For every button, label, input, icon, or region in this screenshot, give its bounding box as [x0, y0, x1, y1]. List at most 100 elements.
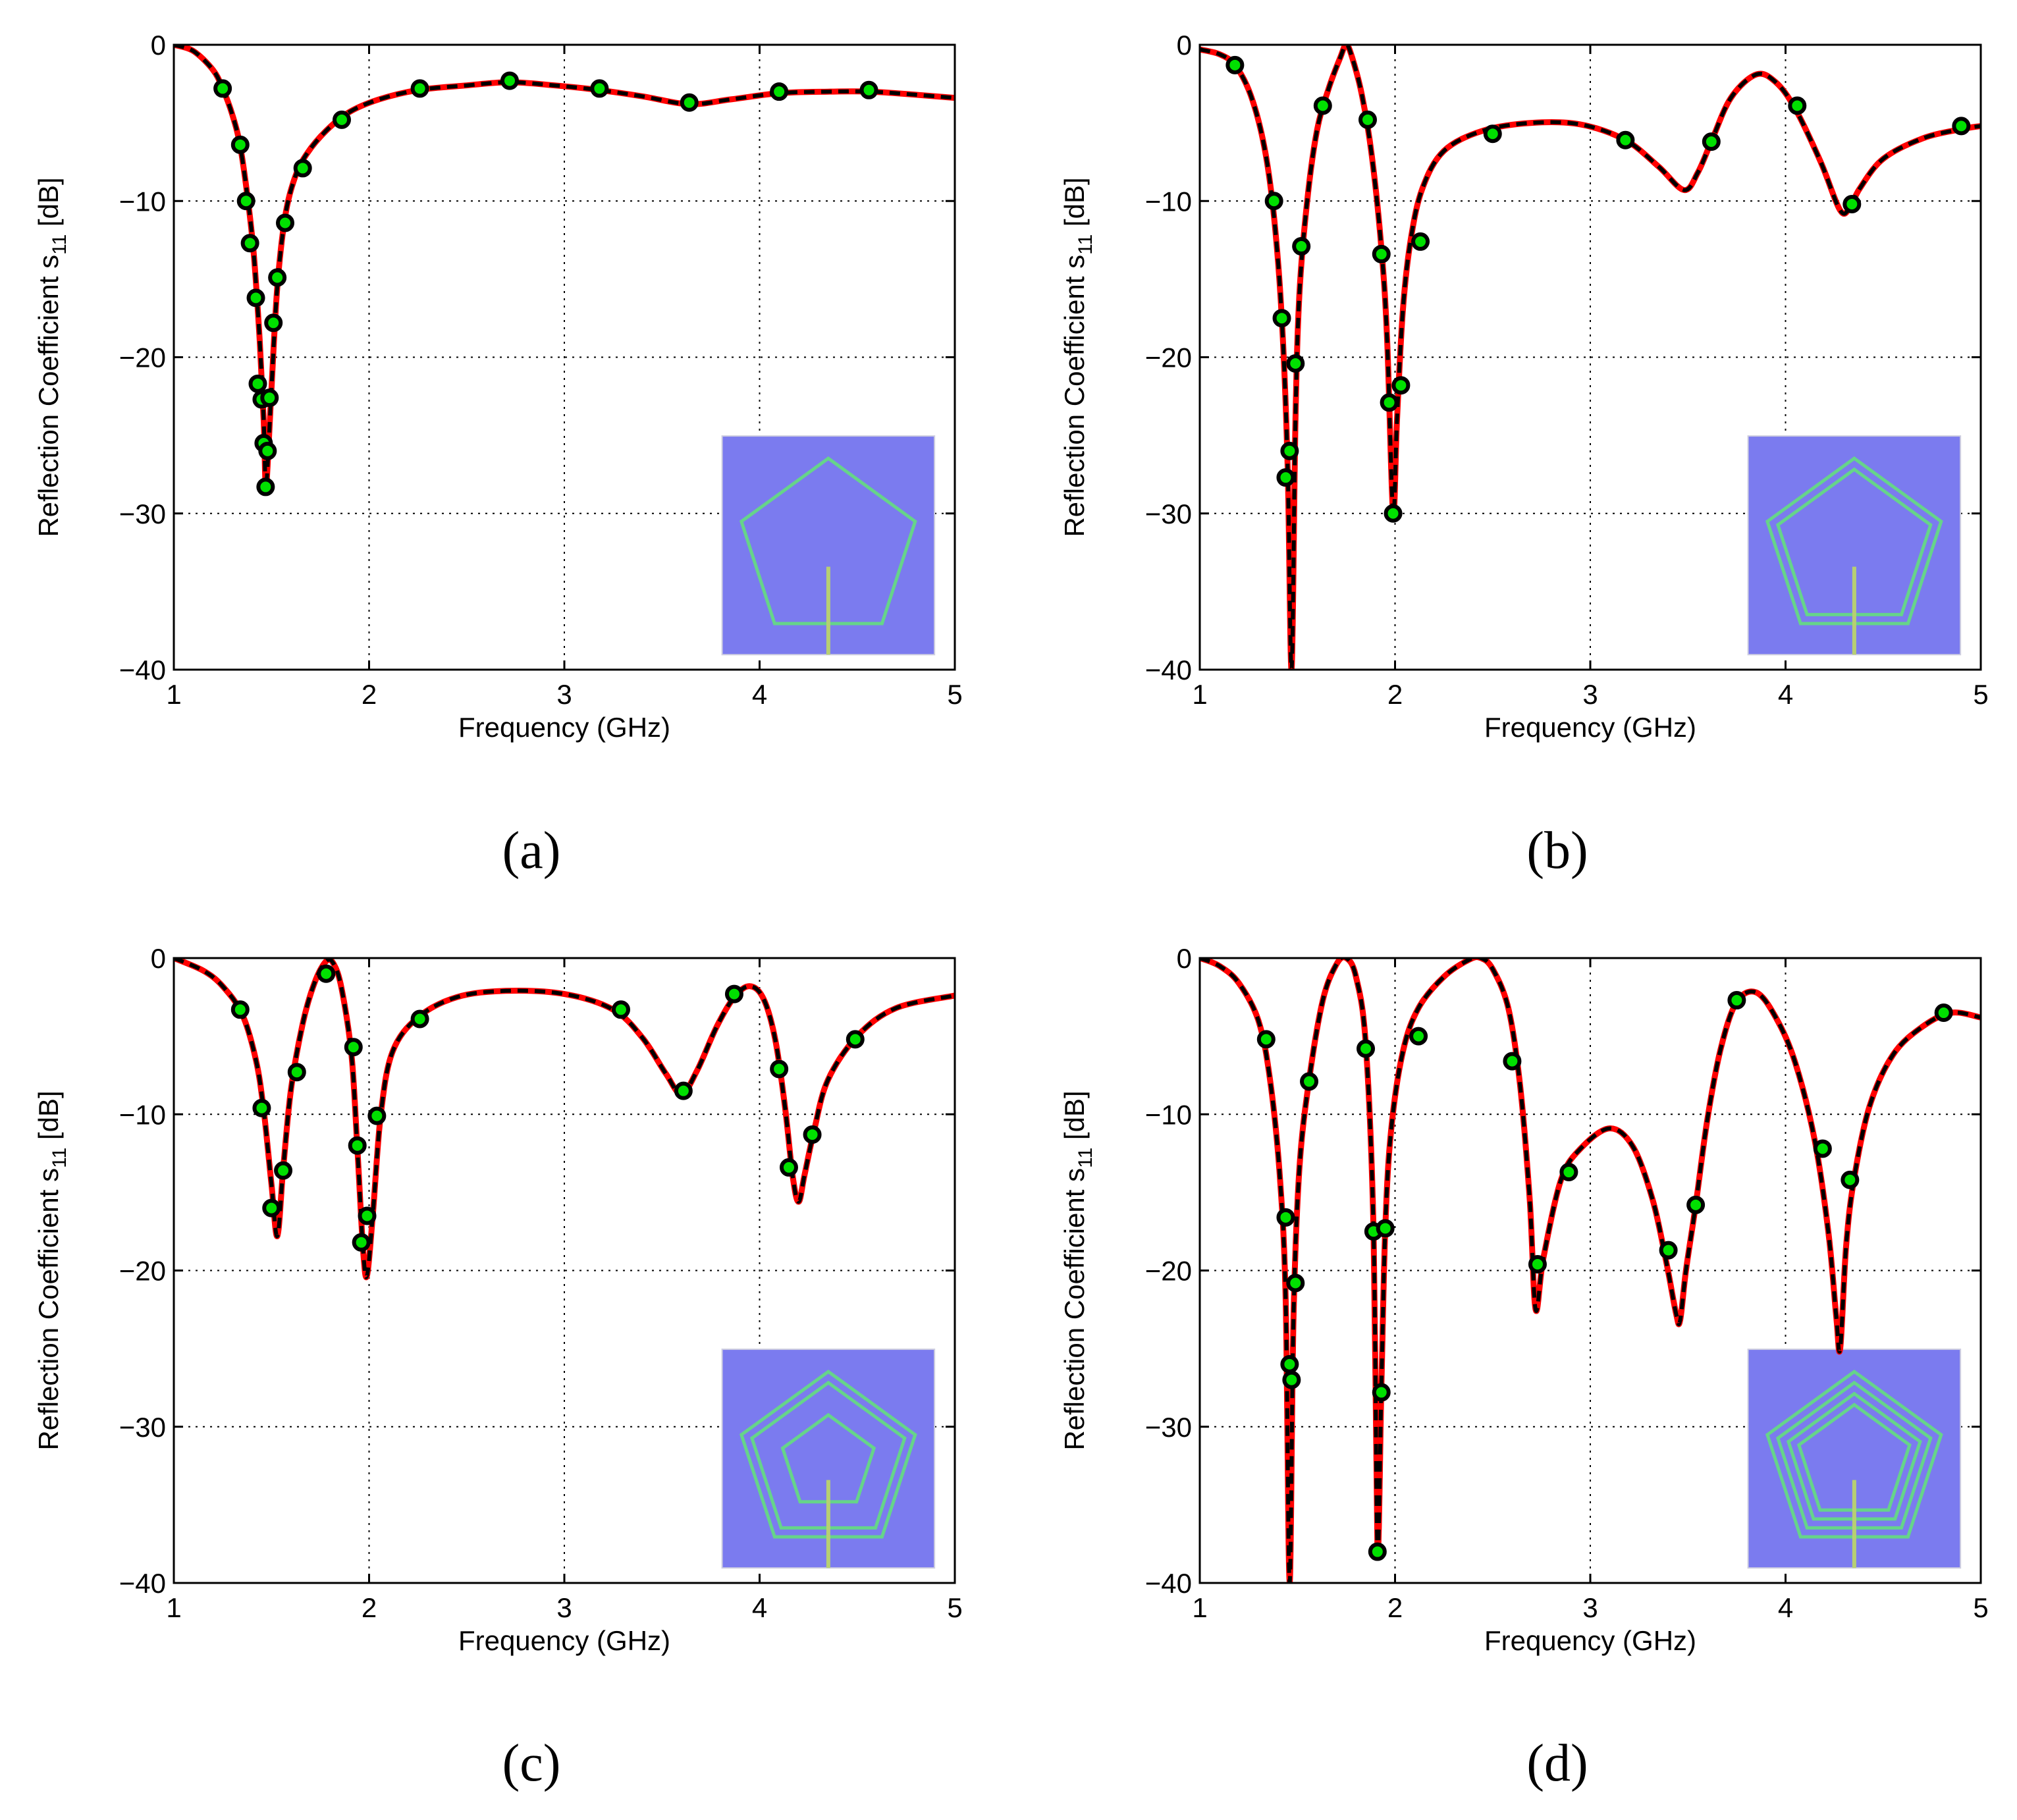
antenna-inset [1747, 1349, 1962, 1569]
data-point [348, 1136, 367, 1155]
y-axis-label: Reflection Coefficient s11 [dB] [1059, 177, 1096, 537]
data-point [590, 79, 609, 98]
y-tick-label: −20 [119, 342, 166, 373]
series-line-model [174, 958, 955, 1279]
data-point [1813, 1139, 1832, 1158]
y-tick-label: −20 [1145, 1256, 1192, 1287]
data-point [859, 80, 878, 99]
y-axis-label-main: Reflection Coefficient s [1059, 255, 1090, 537]
x-tick-label: 5 [947, 679, 962, 710]
y-tick-label: −40 [119, 1568, 166, 1599]
data-point [1411, 232, 1430, 251]
data-point [1380, 393, 1399, 412]
x-tick-label: 4 [752, 1592, 767, 1623]
y-tick-label: −20 [1145, 342, 1192, 373]
data-point [1368, 1542, 1387, 1561]
y-tick-label: −10 [1145, 186, 1192, 217]
data-point [1659, 1241, 1678, 1260]
x-axis-label: Frequency (GHz) [1484, 712, 1696, 743]
data-point [274, 1161, 293, 1180]
x-axis-label: Frequency (GHz) [1484, 1625, 1696, 1656]
x-tick-label: 2 [362, 1592, 377, 1623]
data-point [240, 234, 259, 253]
antenna-inset [721, 435, 936, 656]
data-point [779, 1158, 798, 1177]
data-point [1292, 237, 1311, 256]
series-line-model [1200, 958, 1981, 1583]
data-point [352, 1233, 371, 1252]
y-axis-label-main: Reflection Coefficient s [33, 1168, 64, 1451]
y-axis-label-unit: [dB] [1059, 177, 1090, 234]
data-point [1372, 1383, 1391, 1402]
x-tick-label: 5 [1973, 679, 1988, 710]
y-tick-label: 0 [1177, 30, 1192, 61]
panel-d: 1 2 3 4 5 0 −10 −20 −30 −40 Frequency (GHz) Reflect… [1059, 943, 1989, 1792]
y-tick-label: 0 [151, 943, 166, 974]
data-point [1559, 1163, 1578, 1182]
data-point [1384, 504, 1403, 523]
data-point [332, 110, 351, 129]
data-point [213, 79, 232, 98]
data-point [276, 213, 295, 232]
data-point [1357, 1039, 1376, 1058]
data-point [680, 93, 699, 112]
y-tick-label: 0 [1177, 943, 1192, 974]
y-axis-label-subscript: 11 [1075, 1148, 1096, 1168]
x-tick-label: 3 [556, 1592, 572, 1623]
data-point [500, 71, 519, 90]
data-point [410, 79, 429, 98]
x-tick-label: 5 [1973, 1592, 1988, 1623]
data-point [1727, 991, 1746, 1010]
y-axis-label: Reflection Coefficient s11 [dB] [1059, 1090, 1096, 1450]
data-point [287, 1063, 306, 1082]
data-point [1409, 1027, 1428, 1046]
data-point [1280, 441, 1299, 460]
y-tick-label: −30 [119, 1412, 166, 1443]
data-point [1280, 1354, 1299, 1374]
data-point [674, 1081, 693, 1100]
y-tick-label: −30 [1145, 498, 1192, 529]
data-point [1391, 376, 1411, 395]
data-point [1358, 110, 1377, 129]
y-tick-label: −40 [119, 655, 166, 685]
data-point [358, 1206, 377, 1225]
data-point [1528, 1255, 1547, 1274]
x-tick-label: 1 [1192, 679, 1207, 710]
data-point [1934, 1004, 1953, 1023]
y-axis-label: Reflection Coefficient s11 [dB] [33, 1090, 70, 1450]
y-axis-label-unit: [dB] [33, 177, 64, 234]
data-point [611, 1000, 630, 1019]
data-point [1225, 55, 1245, 74]
y-axis-label-unit: [dB] [1059, 1090, 1090, 1147]
y-tick-label: −40 [1145, 655, 1192, 685]
y-tick-label: −40 [1145, 1568, 1192, 1599]
data-point [236, 192, 255, 211]
x-tick-label: 2 [1387, 679, 1403, 710]
panel-caption: (d) [1526, 1734, 1588, 1792]
y-tick-label: 0 [151, 30, 166, 61]
data-point [724, 984, 743, 1004]
x-tick-label: 4 [752, 679, 767, 710]
data-point [293, 159, 312, 178]
data-point [1952, 117, 1971, 136]
data-point [262, 1198, 281, 1218]
x-tick-label: 2 [1387, 1592, 1403, 1623]
data-point [1841, 1170, 1860, 1189]
data-point [268, 268, 287, 287]
y-tick-label: −20 [119, 1256, 166, 1287]
x-tick-label: 5 [947, 1592, 962, 1623]
y-axis-label-subscript: 11 [49, 234, 70, 255]
x-tick-label: 3 [1582, 1592, 1598, 1623]
y-axis-label-unit: [dB] [33, 1090, 64, 1147]
data-point [846, 1030, 865, 1049]
panel-caption: (a) [502, 822, 561, 880]
data-point [1372, 244, 1391, 263]
data-point [252, 1098, 271, 1117]
y-axis-label-subscript: 11 [1075, 234, 1096, 255]
panel-c: 1 2 3 4 5 0 −10 −20 −30 −40 Frequency (GHz) Reflect… [33, 943, 963, 1792]
data-point [258, 441, 277, 460]
y-tick-label: −30 [1145, 1412, 1192, 1443]
y-tick-label: −10 [1145, 1099, 1192, 1130]
x-tick-label: 4 [1778, 679, 1793, 710]
x-axis-label: Frequency (GHz) [458, 1625, 670, 1656]
